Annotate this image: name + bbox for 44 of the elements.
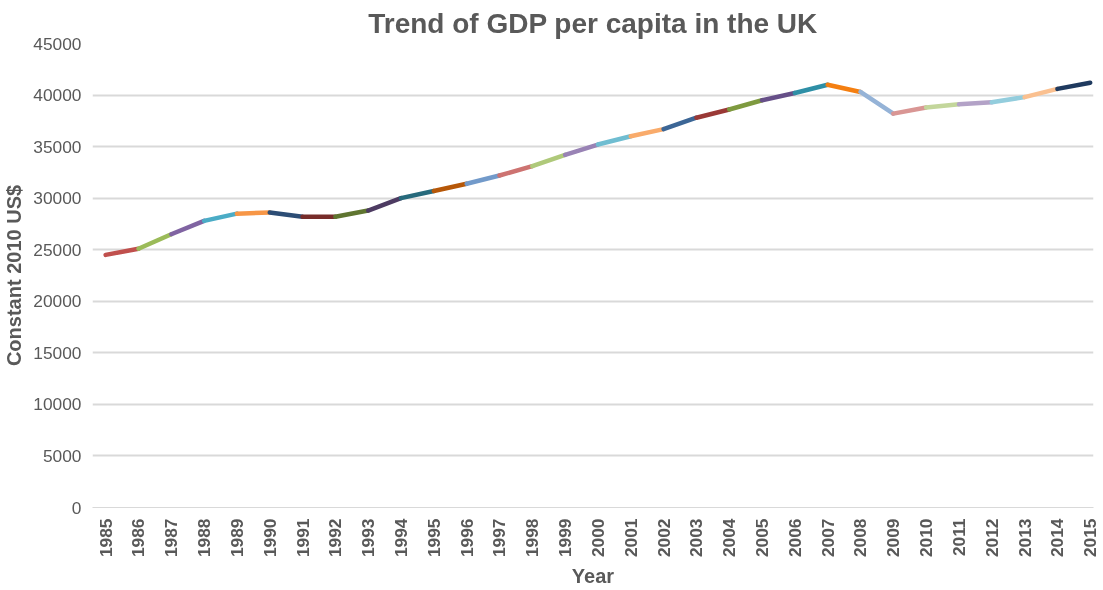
y-tick-label: 10000 xyxy=(33,394,82,415)
y-tick-label: 45000 xyxy=(33,33,82,54)
x-tick-label: 2007 xyxy=(817,518,838,558)
x-tick-label: 1990 xyxy=(259,518,280,558)
y-tick-label: 15000 xyxy=(33,342,82,363)
y-tick-label: 30000 xyxy=(33,188,82,209)
x-tick-label: 2003 xyxy=(686,518,707,558)
y-tick-label: 25000 xyxy=(33,239,82,260)
y-tick-label: 20000 xyxy=(33,291,82,312)
y-tick-label: 40000 xyxy=(33,85,82,106)
x-tick-label: 2010 xyxy=(916,518,937,558)
y-tick-label: 0 xyxy=(71,497,82,518)
chart-title: Trend of GDP per capita in the UK xyxy=(368,7,818,39)
x-tick-label: 2005 xyxy=(752,518,773,558)
x-tick-label: 2014 xyxy=(1047,518,1068,558)
x-tick-label: 1993 xyxy=(358,518,379,558)
x-tick-label: 2002 xyxy=(653,518,674,558)
x-tick-label: 2012 xyxy=(981,518,1002,558)
x-tick-label: 2011 xyxy=(948,518,969,557)
x-tick-label: 1995 xyxy=(423,518,444,558)
x-tick-label: 2013 xyxy=(1014,518,1035,558)
x-tick-label: 1986 xyxy=(128,518,149,558)
x-tick-label: 1997 xyxy=(489,518,510,558)
x-tick-label: 1996 xyxy=(456,518,477,558)
x-tick-label: 2009 xyxy=(883,518,904,558)
x-tick-label: 1988 xyxy=(194,518,215,558)
x-tick-label: 2008 xyxy=(850,518,871,558)
x-tick-label: 2006 xyxy=(784,518,805,558)
x-tick-label: 2015 xyxy=(1080,518,1101,558)
x-tick-label: 2001 xyxy=(620,518,641,558)
x-tick-label: 2004 xyxy=(719,518,740,558)
x-tick-label: 1999 xyxy=(555,518,576,558)
x-tick-label: 2000 xyxy=(587,518,608,558)
x-tick-label: 1989 xyxy=(226,518,247,558)
x-tick-label: 1985 xyxy=(95,518,116,558)
x-tick-label: 1987 xyxy=(161,518,182,558)
y-tick-label: 5000 xyxy=(42,445,82,466)
x-tick-label: 1991 xyxy=(292,518,313,558)
x-tick-label: 1998 xyxy=(522,518,543,558)
x-tick-label: 1992 xyxy=(325,518,346,558)
y-tick-label: 35000 xyxy=(33,136,82,157)
x-axis-title: Year xyxy=(571,565,615,588)
x-tick-label: 1994 xyxy=(391,518,412,558)
y-axis-title: Constant 2010 US$ xyxy=(3,184,26,367)
